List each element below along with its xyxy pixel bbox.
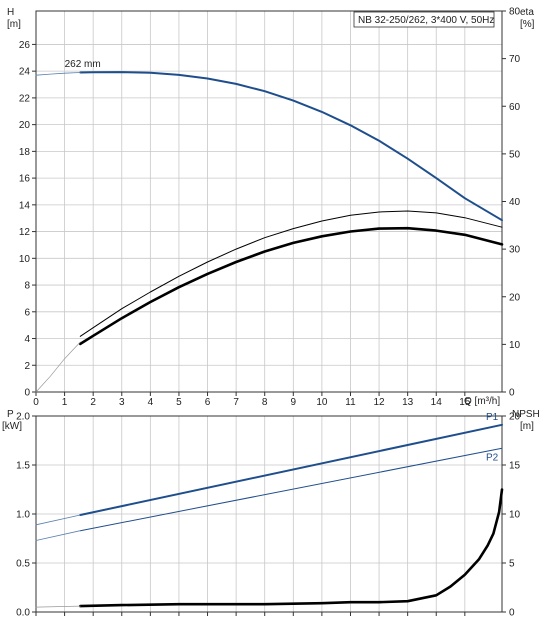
y-right-tick-label: 80 xyxy=(509,7,521,18)
x-tick-label: 4 xyxy=(148,397,154,408)
series-NPSH xyxy=(79,488,504,608)
x-tick-label: 0 xyxy=(33,397,39,408)
y-left-tick-label: 0.0 xyxy=(16,608,30,619)
y-right-tick-label: 0 xyxy=(509,608,515,619)
x-tick-label: 15 xyxy=(459,397,471,408)
y-right-tick-label: 20 xyxy=(509,292,521,303)
series-head-ext xyxy=(35,72,81,76)
y-right-unit-bottom: [m] xyxy=(520,421,534,432)
top-plot-frame xyxy=(35,10,503,393)
y-right-tick-label: 10 xyxy=(509,510,521,521)
bottom-series: P1 P2 xyxy=(35,412,504,608)
top-ticks: 0 1 2 3 4 5 6 7 8 9 10 11 12 13 14 15024681012141618202… xyxy=(19,7,521,409)
y-left-tick-label: 1.0 xyxy=(16,510,30,521)
y-left-tick-label: 2 xyxy=(24,361,30,372)
y-left-tick-label: 20 xyxy=(19,120,31,131)
y-right-tick-label: 70 xyxy=(509,54,521,65)
bottom-grid xyxy=(35,415,502,613)
chart-title: NB 32-250/262, 3*400 V, 50Hz xyxy=(358,15,494,26)
y-left-tick-label: 14 xyxy=(19,200,31,211)
series-head xyxy=(79,71,503,222)
y-left-tick-label: 6 xyxy=(24,307,30,318)
series-P1 xyxy=(79,423,503,516)
x-tick-label: 13 xyxy=(402,397,414,408)
y-left-tick-label: 0.5 xyxy=(16,559,30,570)
x-tick-label: 9 xyxy=(291,397,297,408)
x-tick-label: 11 xyxy=(345,397,356,408)
y-right-tick-label: 15 xyxy=(509,461,521,472)
y-right-label-top: eta xyxy=(520,7,534,18)
y-right-tick-label: 10 xyxy=(509,340,521,351)
x-tick-label: 12 xyxy=(374,397,386,408)
x-tick-label: 3 xyxy=(119,397,125,408)
x-tick-label: 7 xyxy=(233,397,239,408)
y-left-label-top: H xyxy=(7,7,14,18)
series-label-p2: P2 xyxy=(486,452,499,463)
y-right-label-bottom: NPSH xyxy=(512,409,540,420)
y-right-tick-label: 30 xyxy=(509,245,521,256)
y-right-tick-label: 5 xyxy=(509,559,515,570)
y-left-tick-label: 2.0 xyxy=(16,412,30,423)
y-right-tick-label: 0 xyxy=(509,388,515,399)
y-right-tick-label: 20 xyxy=(509,412,521,423)
y-left-label-bottom: P xyxy=(7,409,14,420)
series-label-p1: P1 xyxy=(486,412,499,423)
bottom-ticks: 0.0 0.5 1.0 1.5 2.0 0 5 10 15 20 xyxy=(16,412,520,619)
y-left-tick-label: 0 xyxy=(24,388,30,399)
y-left-tick-label: 26 xyxy=(19,40,31,51)
y-left-tick-label: 12 xyxy=(19,227,31,238)
y-right-tick-label: 50 xyxy=(509,149,521,160)
x-tick-label: 1 xyxy=(62,397,68,408)
x-tick-label: 14 xyxy=(431,397,443,408)
series-P2 xyxy=(79,447,503,532)
x-tick-label: 6 xyxy=(205,397,211,408)
annotations: 262 mm xyxy=(65,59,101,70)
y-left-tick-label: 10 xyxy=(19,254,31,265)
x-tick-label: 10 xyxy=(316,397,328,408)
y-right-unit-top: [%] xyxy=(520,19,535,30)
series-NPSH-ext xyxy=(35,605,81,608)
y-left-tick-label: 1.5 xyxy=(16,461,30,472)
title-box xyxy=(353,11,495,28)
x-tick-label: 8 xyxy=(262,397,268,408)
y-left-tick-label: 16 xyxy=(19,174,31,185)
y-right-tick-label: 40 xyxy=(509,197,521,208)
y-right-tick-label: 60 xyxy=(509,102,521,113)
series-eta-ext xyxy=(35,341,81,393)
y-left-tick-label: 22 xyxy=(19,93,31,104)
x-tick-label: 2 xyxy=(90,397,96,408)
series-eta-thin xyxy=(79,210,503,337)
top-grid xyxy=(35,11,502,393)
top-series xyxy=(35,71,504,393)
y-left-tick-label: 8 xyxy=(24,281,30,292)
y-left-tick-label: 18 xyxy=(19,147,31,158)
series-P2-ext xyxy=(35,530,81,541)
y-left-tick-label: 4 xyxy=(24,334,30,345)
x-axis-label: Q [m³/h] xyxy=(464,396,500,407)
y-left-unit-bottom: [kW] xyxy=(2,421,22,432)
series-P1-ext xyxy=(35,514,81,526)
series-eta-thick xyxy=(79,226,504,346)
y-left-tick-label: 24 xyxy=(19,67,31,78)
impeller-diameter-label: 262 mm xyxy=(65,59,101,70)
x-tick-label: 5 xyxy=(176,397,182,408)
y-left-unit-top: [m] xyxy=(7,19,21,30)
